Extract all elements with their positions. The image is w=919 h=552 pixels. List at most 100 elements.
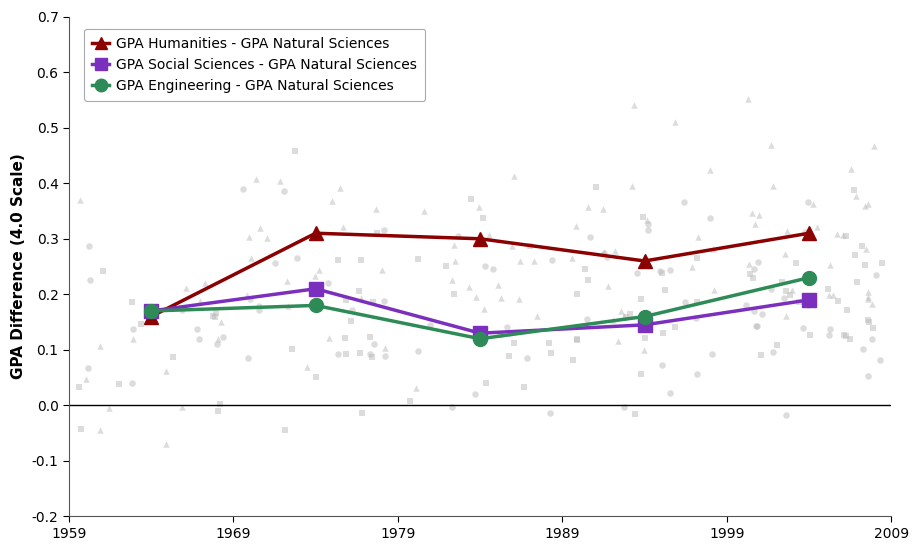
Point	[859, 315, 874, 324]
Point	[354, 255, 369, 264]
Point	[158, 439, 173, 448]
Point	[630, 269, 644, 278]
Point	[838, 306, 853, 315]
Point	[569, 335, 584, 343]
Point	[800, 197, 814, 206]
Point	[746, 306, 761, 315]
Point	[337, 333, 352, 342]
Point	[873, 259, 888, 268]
Point	[252, 306, 267, 315]
Point	[579, 315, 594, 323]
Point	[518, 353, 533, 362]
Point	[768, 340, 783, 349]
Point	[617, 311, 631, 320]
Point	[666, 322, 681, 331]
Point	[627, 410, 641, 418]
Point	[858, 245, 873, 253]
Point	[599, 252, 614, 261]
Point	[506, 172, 521, 181]
Point	[212, 400, 227, 408]
Point	[447, 240, 461, 249]
Point	[636, 346, 651, 354]
Point	[653, 268, 668, 277]
Point	[821, 291, 835, 300]
Point	[778, 411, 793, 420]
Point	[860, 318, 875, 327]
Point	[640, 220, 654, 229]
Point	[751, 211, 766, 220]
Point	[872, 355, 887, 364]
Point	[311, 266, 325, 275]
Point	[778, 226, 793, 235]
Point	[544, 256, 559, 264]
Point	[777, 286, 792, 295]
Point	[782, 290, 797, 299]
Point	[248, 175, 263, 184]
Point	[362, 349, 377, 358]
Point	[776, 294, 790, 302]
Point	[322, 334, 336, 343]
Point	[72, 382, 86, 391]
Point	[284, 344, 299, 353]
Point	[377, 344, 391, 353]
Point	[505, 338, 520, 347]
Point	[512, 256, 527, 265]
Point	[471, 203, 486, 212]
Point	[596, 248, 611, 257]
Point	[374, 266, 389, 274]
Point	[857, 201, 871, 210]
Point	[522, 242, 537, 251]
Point	[749, 322, 764, 331]
Point	[352, 286, 367, 295]
Point	[467, 389, 482, 398]
Point	[847, 192, 862, 201]
Point	[749, 258, 764, 267]
Point	[662, 265, 676, 274]
Point	[834, 230, 849, 239]
Point	[344, 317, 358, 326]
Point	[743, 209, 758, 218]
Point	[178, 284, 193, 293]
Point	[707, 285, 721, 294]
Point	[788, 258, 802, 267]
Point	[568, 222, 583, 231]
Point	[790, 297, 805, 306]
Point	[364, 353, 379, 362]
Point	[310, 297, 324, 306]
Point	[125, 324, 140, 333]
Point	[526, 257, 540, 266]
Point	[704, 349, 719, 358]
Point	[376, 226, 391, 235]
Point	[800, 301, 814, 310]
Point	[684, 263, 698, 272]
Point	[277, 187, 291, 196]
Point	[846, 250, 861, 259]
Point	[96, 266, 110, 275]
Point	[307, 271, 322, 280]
Point	[252, 224, 267, 233]
Y-axis label: GPA Difference (4.0 Scale): GPA Difference (4.0 Scale)	[11, 153, 26, 379]
Point	[448, 257, 462, 266]
Point	[482, 231, 496, 240]
Point	[210, 335, 225, 343]
Point	[766, 347, 780, 356]
Point	[596, 247, 611, 256]
Point	[423, 321, 437, 330]
Point	[605, 316, 619, 325]
Point	[747, 219, 762, 228]
Point	[133, 320, 148, 328]
Point	[763, 285, 777, 294]
Point	[476, 305, 491, 314]
Point	[774, 278, 789, 286]
Point	[621, 310, 636, 319]
Point	[280, 301, 295, 310]
Point	[588, 183, 603, 192]
Point	[335, 222, 350, 231]
Point	[613, 306, 628, 315]
Point	[493, 331, 507, 339]
Point	[868, 270, 882, 279]
Point	[279, 276, 294, 285]
Point	[125, 379, 140, 388]
Point	[210, 339, 224, 348]
Point	[377, 296, 391, 305]
